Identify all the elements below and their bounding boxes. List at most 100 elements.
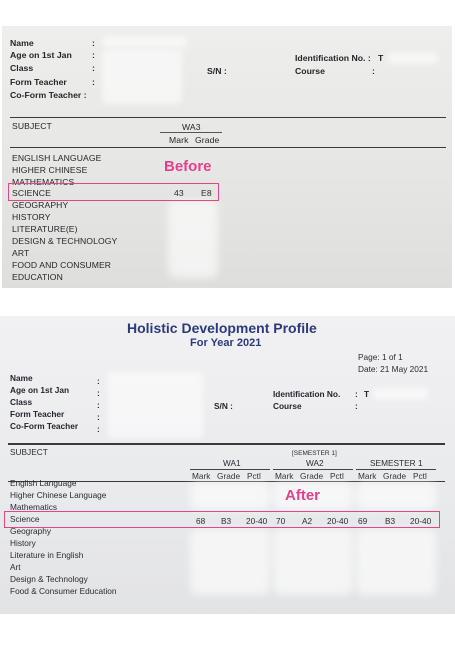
subject-row: HISTORY xyxy=(12,212,51,222)
co-form-teacher-label: Co-Form Teacher : xyxy=(10,90,87,100)
wa3-header: WA3 xyxy=(182,122,201,132)
subject-row: Design & Technology xyxy=(10,574,88,584)
col-mark: Mark xyxy=(192,471,211,481)
col-grade: Grade xyxy=(217,471,241,481)
semester1-header: SEMESTER 1 xyxy=(370,458,423,468)
wa2-rule xyxy=(273,469,353,470)
redaction-blur xyxy=(273,529,353,595)
redaction-blur xyxy=(102,50,182,104)
colon: : xyxy=(97,376,100,386)
subject-row: Mathematics xyxy=(10,502,58,512)
wa3-rule xyxy=(160,132,222,133)
course-label: Course xyxy=(273,401,302,411)
subject-row: Literature in English xyxy=(10,550,84,560)
redaction-blur xyxy=(190,482,270,510)
subject-row: Higher Chinese Language xyxy=(10,490,107,500)
age-label: Age on 1st Jan xyxy=(10,50,72,60)
subject-row-science: SCIENCE xyxy=(12,188,51,198)
subject-row: Food & Consumer Education xyxy=(10,586,117,596)
identification-value: T xyxy=(364,389,370,399)
subject-row: GEOGRAPHY xyxy=(12,200,69,210)
redaction-blur xyxy=(388,52,438,64)
subject-row: History xyxy=(10,538,36,548)
science-mark: 43 xyxy=(174,188,184,198)
sn-label: S/N : xyxy=(214,401,233,411)
science-sem1-mark: 69 xyxy=(358,516,368,526)
subject-row-science: Science xyxy=(10,514,40,524)
report-date: Date: 21 May 2021 xyxy=(358,364,429,374)
subject-header: SUBJECT xyxy=(10,447,48,457)
science-wa2-pctl: 20-40 xyxy=(327,516,349,526)
redaction-blur xyxy=(373,388,428,400)
col-pctl: Pctl xyxy=(413,471,427,481)
name-label: Name xyxy=(10,38,34,48)
colon: : xyxy=(372,66,375,76)
subject-row: EDUCATION xyxy=(12,272,63,282)
colon: : xyxy=(97,400,100,410)
mark-header: Mark xyxy=(169,135,189,145)
colon: : xyxy=(97,424,100,434)
subject-row: MATHEMATICS xyxy=(12,177,75,187)
subject-row: Art xyxy=(10,562,21,572)
redaction-blur xyxy=(273,482,353,510)
table-top-rule xyxy=(10,117,446,118)
before-report-photo: Name Age on 1st Jan Class Form Teacher C… xyxy=(2,26,452,288)
col-pctl: Pctl xyxy=(247,471,261,481)
science-sem1-pctl: 20-40 xyxy=(410,516,432,526)
science-highlight-box xyxy=(8,183,219,201)
science-sem1-grade: B3 xyxy=(385,516,396,526)
colon: : xyxy=(92,50,95,60)
col-mark: Mark xyxy=(358,471,377,481)
co-form-teacher-label: Co-Form Teacher xyxy=(10,421,79,431)
science-grade: E8 xyxy=(201,188,212,198)
form-teacher-label: Form Teacher xyxy=(10,77,67,87)
subject-row: ENGLISH LANGUAGE xyxy=(12,153,102,163)
table-header-rule xyxy=(8,481,445,482)
sn-label: S/N : xyxy=(207,66,227,76)
redaction-blur xyxy=(190,529,270,595)
report-title: Holistic Development Profile xyxy=(127,320,317,336)
identification-label: Identification No. : xyxy=(295,53,371,63)
colon: : xyxy=(355,401,358,411)
colon: : xyxy=(92,77,95,87)
colon: : xyxy=(355,389,358,399)
subject-header: SUBJECT xyxy=(12,121,52,131)
semester-note: [SEMESTER 1] xyxy=(292,450,337,457)
subject-row: ART xyxy=(12,248,30,258)
science-wa1-grade: B3 xyxy=(221,516,232,526)
identification-value: T xyxy=(378,53,384,63)
age-label: Age on 1st Jan xyxy=(10,385,70,395)
wa1-header: WA1 xyxy=(223,458,241,468)
after-report-photo: Holistic Development Profile For Year 20… xyxy=(0,316,455,614)
col-grade: Grade xyxy=(300,471,324,481)
redaction-blur xyxy=(102,36,187,48)
col-grade: Grade xyxy=(383,471,407,481)
table-header-rule xyxy=(10,147,446,148)
colon: : xyxy=(97,388,100,398)
class-label: Class xyxy=(10,63,34,73)
colon: : xyxy=(97,412,100,422)
semester1-rule xyxy=(356,469,436,470)
colon: : xyxy=(92,63,95,73)
table-top-rule xyxy=(8,443,445,445)
redaction-blur xyxy=(108,372,203,438)
after-label: After xyxy=(285,487,321,504)
science-wa1-mark: 68 xyxy=(196,516,206,526)
redaction-blur xyxy=(356,482,436,510)
science-highlight-box xyxy=(4,511,440,528)
col-pctl: Pctl xyxy=(330,471,344,481)
wa1-rule xyxy=(190,469,270,470)
report-subtitle: For Year 2021 xyxy=(190,337,262,349)
before-label: Before xyxy=(164,158,212,175)
science-wa2-mark: 70 xyxy=(276,516,286,526)
col-mark: Mark xyxy=(275,471,294,481)
wa2-header: WA2 xyxy=(306,458,324,468)
class-label: Class xyxy=(10,397,33,407)
subject-row: English Language xyxy=(10,478,77,488)
subject-row: FOOD AND CONSUMER xyxy=(12,260,112,270)
subject-row: HIGHER CHINESE xyxy=(12,165,88,175)
colon: : xyxy=(92,38,95,48)
form-teacher-label: Form Teacher xyxy=(10,409,65,419)
science-wa1-pctl: 20-40 xyxy=(246,516,268,526)
grade-header: Grade xyxy=(195,135,220,145)
